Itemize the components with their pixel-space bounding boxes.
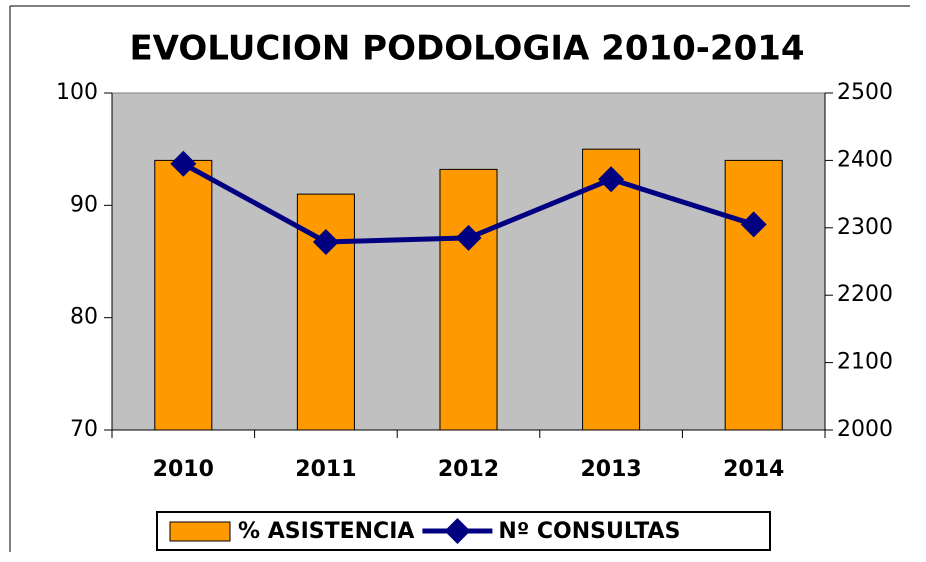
x-tick-label: 2011 <box>295 457 356 482</box>
x-tick-label: 2014 <box>723 457 784 482</box>
line-marker <box>740 211 767 238</box>
bar <box>439 168 498 431</box>
legend-marker <box>444 518 471 544</box>
y2-tick-label: 2000 <box>837 417 893 442</box>
legend-label: % ASISTENCIA <box>238 519 414 544</box>
y-tick-label: 80 <box>70 305 98 330</box>
chart-frame <box>9 5 910 552</box>
y2-tick-label: 2200 <box>837 282 893 307</box>
chart-title: EVOLUCION PODOLOGIA 2010-2014 <box>129 29 804 69</box>
y2-tick-label: 2400 <box>837 147 893 172</box>
x-tick-label: 2010 <box>153 457 214 482</box>
line-marker <box>598 166 625 193</box>
y-tick-label: 70 <box>70 417 98 442</box>
y2-tick-label: 2300 <box>837 215 893 240</box>
line-marker <box>312 228 339 255</box>
legend-label: Nº CONSULTAS <box>498 519 680 544</box>
bar <box>724 159 783 431</box>
line-marker <box>170 150 197 177</box>
x-tick-label: 2013 <box>580 457 641 482</box>
y2-tick-label: 2100 <box>837 350 893 375</box>
bar <box>154 159 213 431</box>
y-tick-label: 90 <box>70 192 98 217</box>
x-tick-label: 2012 <box>438 457 499 482</box>
legend-swatch <box>169 521 231 542</box>
bar <box>582 148 641 431</box>
y-tick-label: 100 <box>56 80 98 105</box>
y2-tick-label: 2500 <box>837 80 893 105</box>
line-marker <box>455 224 482 251</box>
